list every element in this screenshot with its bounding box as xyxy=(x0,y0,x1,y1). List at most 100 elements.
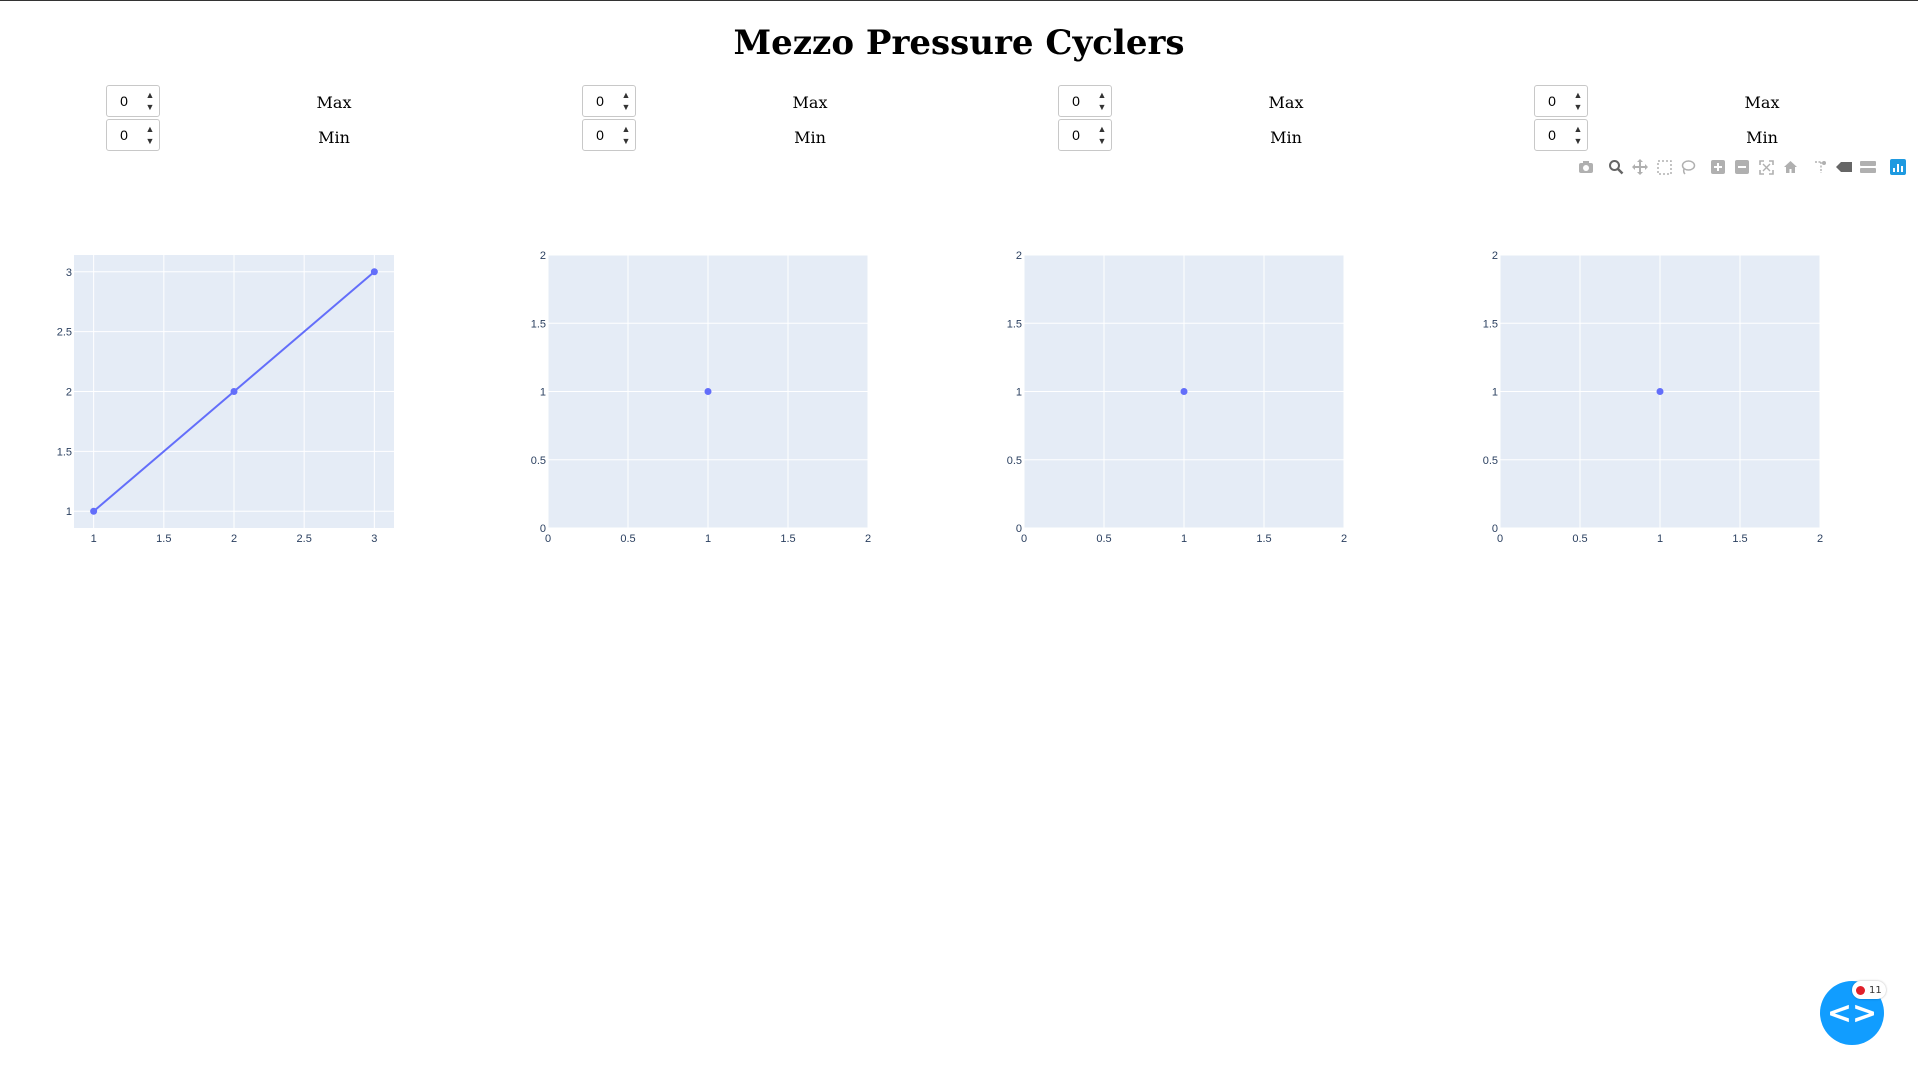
y-tick-label: 1.5 xyxy=(57,446,72,458)
reset-axes-icon[interactable] xyxy=(1778,155,1802,179)
x-tick-label: 0 xyxy=(1497,533,1503,545)
data-point xyxy=(1180,388,1188,395)
min-input-value[interactable]: 0 xyxy=(1072,127,1080,143)
x-tick-label: 1 xyxy=(1181,533,1187,545)
chart-3[interactable]: 0 0.5 1 1.5 2 0 0.5 1 1.5 2 xyxy=(1007,85,1500,555)
hover-compare-icon[interactable] xyxy=(1856,155,1880,179)
data-point xyxy=(704,388,712,395)
x-tick-label: 0 xyxy=(545,533,551,545)
max-input-1[interactable]: 0 ▲ ▼ xyxy=(106,85,160,117)
decrement-arrow-icon[interactable]: ▼ xyxy=(1097,136,1107,146)
x-tick-label: 2 xyxy=(1341,533,1347,545)
chart-1[interactable]: 1 1.5 2 2.5 3 1 1.5 2 2.5 3 xyxy=(57,85,548,555)
max-label: Max xyxy=(316,93,352,112)
max-label: Max xyxy=(1744,93,1780,112)
data-point xyxy=(90,507,98,515)
x-tick-label: 1 xyxy=(91,533,97,545)
min-label: Min xyxy=(318,128,350,147)
y-tick-label: 1 xyxy=(1492,387,1498,399)
data-point xyxy=(230,388,238,395)
lasso-select-icon[interactable] xyxy=(1676,155,1700,179)
increment-arrow-icon[interactable]: ▲ xyxy=(1097,124,1107,134)
cycler-panel-3: 0 ▲ ▼ 0 ▲ ▼ Max Min 0 0.5 1 1.5 2 0 0.5 1 1.5 2 xyxy=(1007,85,1514,555)
zoom-icon[interactable] xyxy=(1604,155,1628,179)
y-tick-label: 1 xyxy=(66,506,72,518)
min-label: Min xyxy=(1746,128,1778,147)
y-tick-label: 0.5 xyxy=(1483,455,1498,467)
y-tick-label: 1.5 xyxy=(1007,318,1022,330)
chart-2[interactable]: 0 0.5 1 1.5 2 0 0.5 1 1.5 2 xyxy=(531,85,1024,555)
min-input-3[interactable]: 0 ▲ ▼ xyxy=(1058,119,1112,151)
max-input-4[interactable]: 0 ▲ ▼ xyxy=(1534,85,1588,117)
dev-tools-button[interactable]: <> xyxy=(1820,981,1884,1045)
hover-closest-icon[interactable] xyxy=(1832,155,1856,179)
decrement-arrow-icon[interactable]: ▼ xyxy=(145,136,155,146)
error-count-badge[interactable]: 11 xyxy=(1852,981,1886,999)
plot-area-group: 1 1.5 2 2.5 3 1 1.5 2 2.5 3 xyxy=(57,255,394,545)
x-tick-label: 3 xyxy=(371,533,377,545)
decrement-arrow-icon[interactable]: ▼ xyxy=(1573,102,1583,112)
x-tick-label: 1 xyxy=(705,533,711,545)
decrement-arrow-icon[interactable]: ▼ xyxy=(1097,102,1107,112)
min-label: Min xyxy=(794,128,826,147)
min-input-4[interactable]: 0 ▲ ▼ xyxy=(1534,119,1588,151)
decrement-arrow-icon[interactable]: ▼ xyxy=(145,102,155,112)
max-input-3[interactable]: 0 ▲ ▼ xyxy=(1058,85,1112,117)
pan-icon[interactable] xyxy=(1628,155,1652,179)
error-count: 11 xyxy=(1869,984,1882,996)
increment-arrow-icon[interactable]: ▲ xyxy=(1097,90,1107,100)
decrement-arrow-icon[interactable]: ▼ xyxy=(1573,136,1583,146)
camera-icon[interactable] xyxy=(1574,155,1598,179)
y-tick-label: 2 xyxy=(1492,250,1498,262)
plot-area-group: 0 0.5 1 1.5 2 0 0.5 1 1.5 2 xyxy=(1007,250,1347,545)
x-tick-label: 1.5 xyxy=(1256,533,1271,545)
y-tick-label: 1.5 xyxy=(1483,318,1498,330)
cycler-panel-2: 0 ▲ ▼ 0 ▲ ▼ Max Min 0 0.5 1 1.5 2 0 0.5 1 1.5 2 xyxy=(531,85,1038,555)
cycler-panel-1: 0 ▲ ▼ 0 ▲ ▼ Max Min 1 1.5 2 2.5 3 1 1.5 2 2.5 3 xyxy=(57,85,562,555)
x-tick-label: 2 xyxy=(1817,533,1823,545)
increment-arrow-icon[interactable]: ▲ xyxy=(145,90,155,100)
chart-4[interactable]: 0 0.5 1 1.5 2 0 0.5 1 1.5 2 xyxy=(1483,85,1918,555)
page-title: Mezzo Pressure Cyclers xyxy=(733,23,1185,63)
min-input-1[interactable]: 0 ▲ ▼ xyxy=(106,119,160,151)
error-dot-icon xyxy=(1856,985,1865,995)
increment-arrow-icon[interactable]: ▲ xyxy=(1573,124,1583,134)
plot-modebar xyxy=(1574,155,1910,179)
x-tick-label: 2 xyxy=(231,533,237,545)
min-input-2[interactable]: 0 ▲ ▼ xyxy=(582,119,636,151)
increment-arrow-icon[interactable]: ▲ xyxy=(1573,90,1583,100)
min-input-value[interactable]: 0 xyxy=(120,127,128,143)
increment-arrow-icon[interactable]: ▲ xyxy=(621,90,631,100)
increment-arrow-icon[interactable]: ▲ xyxy=(621,124,631,134)
y-tick-label: 1 xyxy=(1016,387,1022,399)
y-tick-label: 3 xyxy=(66,267,72,279)
plot-area-group: 0 0.5 1 1.5 2 0 0.5 1 1.5 2 xyxy=(531,250,871,545)
max-input-2[interactable]: 0 ▲ ▼ xyxy=(582,85,636,117)
x-tick-label: 0 xyxy=(1021,533,1027,545)
x-tick-label: 0.5 xyxy=(1096,533,1111,545)
y-tick-label: 2 xyxy=(540,250,546,262)
max-input-value[interactable]: 0 xyxy=(1072,93,1080,109)
spike-lines-icon[interactable] xyxy=(1808,155,1832,179)
decrement-arrow-icon[interactable]: ▼ xyxy=(621,136,631,146)
code-brackets-icon: <> xyxy=(1826,995,1878,1031)
plotly-logo-icon[interactable] xyxy=(1886,155,1910,179)
autoscale-icon[interactable] xyxy=(1754,155,1778,179)
zoom-in-icon[interactable] xyxy=(1706,155,1730,179)
decrement-arrow-icon[interactable]: ▼ xyxy=(621,102,631,112)
data-point xyxy=(1656,388,1664,395)
max-input-value[interactable]: 0 xyxy=(120,93,128,109)
min-input-value[interactable]: 0 xyxy=(1548,127,1556,143)
y-tick-label: 1.5 xyxy=(531,318,546,330)
x-tick-label: 2.5 xyxy=(297,533,312,545)
max-input-value[interactable]: 0 xyxy=(1548,93,1556,109)
increment-arrow-icon[interactable]: ▲ xyxy=(145,124,155,134)
data-point xyxy=(370,268,378,276)
max-input-value[interactable]: 0 xyxy=(596,93,604,109)
min-label: Min xyxy=(1270,128,1302,147)
zoom-out-icon[interactable] xyxy=(1730,155,1754,179)
y-tick-label: 0 xyxy=(1016,523,1022,535)
box-select-icon[interactable] xyxy=(1652,155,1676,179)
min-input-value[interactable]: 0 xyxy=(596,127,604,143)
max-label: Max xyxy=(1268,93,1304,112)
